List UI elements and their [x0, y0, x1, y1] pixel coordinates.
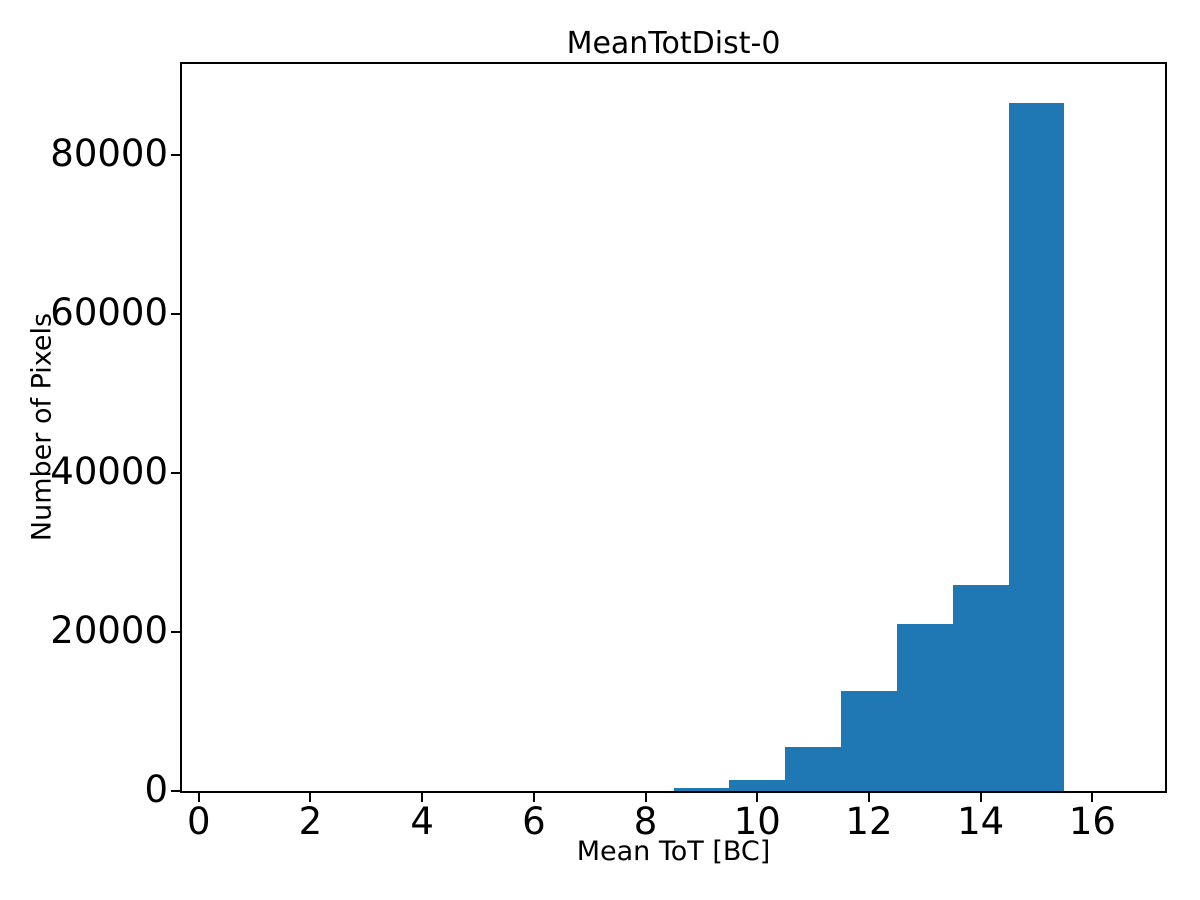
y-tick-label: 80000 [50, 132, 168, 176]
y-tick-mark [171, 631, 180, 634]
y-tick-label: 60000 [50, 291, 168, 335]
x-tick-mark [421, 793, 424, 802]
y-tick-label: 0 [144, 767, 168, 811]
histogram-bar [841, 690, 897, 791]
histogram-bar [896, 624, 953, 791]
y-tick-mark [171, 313, 180, 316]
x-tick-mark [867, 793, 870, 802]
chart-title: MeanTotDist-0 [566, 26, 781, 61]
x-tick-mark [197, 793, 200, 802]
x-tick-mark [532, 793, 535, 802]
y-tick-label: 20000 [50, 608, 168, 652]
y-tick-mark [171, 154, 180, 157]
histogram-bar [952, 585, 1009, 791]
x-tick-mark [644, 793, 647, 802]
x-axis-label: Mean ToT [BC] [576, 836, 771, 867]
y-tick-label: 40000 [50, 450, 168, 494]
x-tick-mark [1091, 793, 1094, 802]
histogram-bar [785, 747, 842, 791]
histogram-bar [729, 779, 786, 791]
histogram-bar [673, 787, 730, 791]
histogram-bar [1008, 102, 1065, 791]
plot-area [182, 64, 1165, 791]
x-tick-mark [309, 793, 312, 802]
x-tick-mark [756, 793, 759, 802]
x-tick-mark [979, 793, 982, 802]
y-axis-label: Number of Pixels [26, 312, 58, 542]
y-tick-mark [171, 790, 180, 792]
axes-frame [180, 62, 1167, 793]
y-tick-mark [171, 472, 180, 475]
